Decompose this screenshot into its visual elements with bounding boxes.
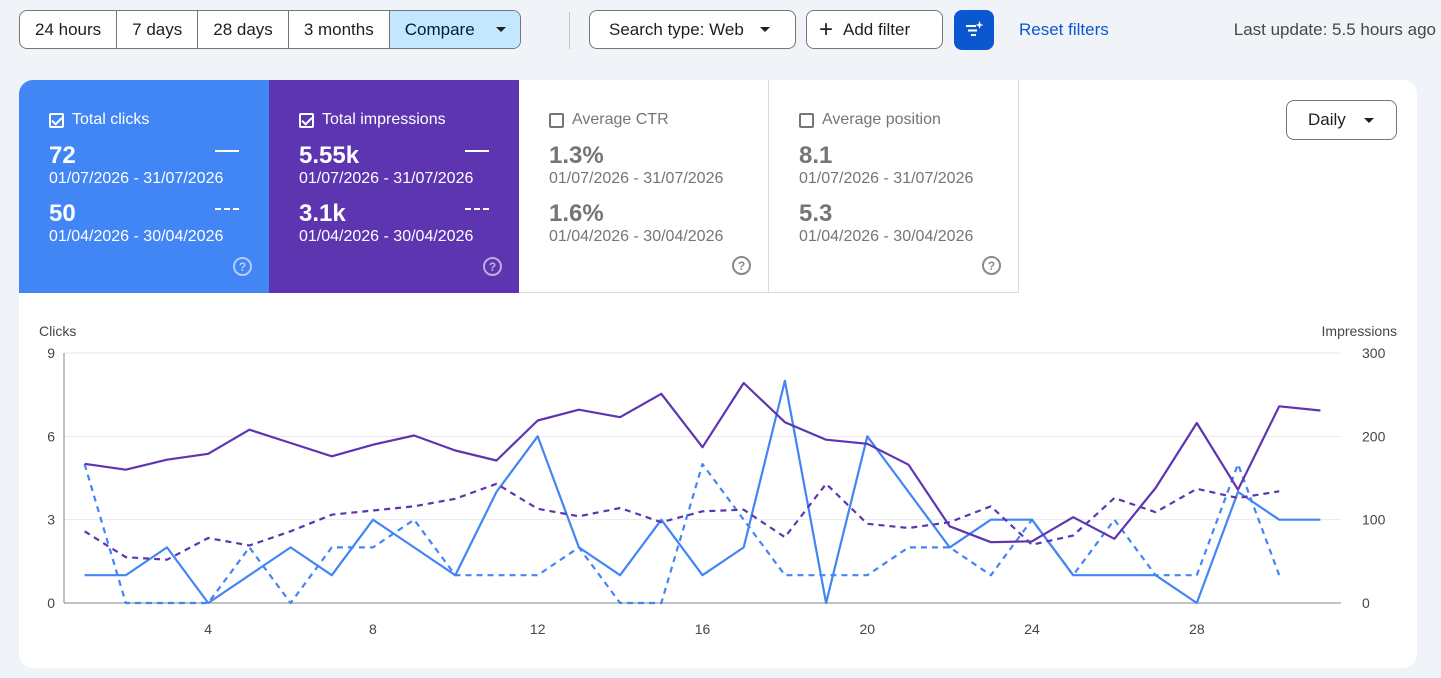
y-left-tick-label: 6	[47, 428, 55, 444]
x-tick-label: 20	[859, 621, 875, 637]
metric-header: Average position	[799, 110, 1018, 130]
chevron-down-icon	[759, 27, 770, 32]
metric-current-range: 01/07/2026 - 31/07/2026	[799, 170, 974, 187]
performance-card: Total clicks 72 01/07/2026 - 31/07/2026 …	[19, 80, 1417, 668]
metric-tile-average-position[interactable]: Average position 8.1 01/07/2026 - 31/07/…	[769, 80, 1019, 293]
sparkle-filter-icon	[966, 21, 984, 36]
metric-tile-average-ctr[interactable]: Average CTR 1.3% 01/07/2026 - 31/07/2026…	[519, 80, 769, 293]
search-type-dropdown[interactable]: Search type: Web	[589, 10, 796, 49]
checkbox[interactable]	[299, 112, 314, 128]
chevron-down-icon	[495, 27, 506, 32]
metric-previous-range: 01/04/2026 - 30/04/2026	[49, 228, 224, 245]
metric-label: Average CTR	[572, 111, 669, 128]
toolbar-divider	[569, 12, 570, 49]
series-line-0	[84, 379, 1321, 605]
x-tick-label: 16	[695, 621, 711, 637]
series-line-2	[84, 381, 1321, 544]
granularity-label: Daily	[1308, 110, 1346, 129]
reset-filters-link[interactable]: Reset filters	[1019, 20, 1109, 39]
metric-tile-total-impressions[interactable]: Total impressions 5.55k 01/07/2026 - 31/…	[269, 80, 519, 293]
legend-solid-icon	[465, 150, 489, 152]
metric-header: Total clicks	[49, 110, 269, 130]
metric-previous-value: 1.6%	[549, 200, 604, 227]
ai-filter-button[interactable]	[954, 10, 994, 50]
metric-previous-value: 5.3	[799, 200, 833, 227]
date-range-selector: 24 hours 7 days 28 days 3 months Compare	[19, 10, 521, 49]
metric-previous-range: 01/04/2026 - 30/04/2026	[299, 228, 474, 245]
range-compare-label: Compare	[404, 19, 475, 39]
y-right-tick-label: 300	[1362, 345, 1386, 361]
metric-header: Average CTR	[549, 110, 768, 130]
metric-current-value: 8.1	[799, 142, 833, 169]
metric-current-range: 01/07/2026 - 31/07/2026	[49, 170, 224, 187]
plus-icon: +	[819, 15, 834, 43]
legend-dashed-icon	[215, 208, 239, 210]
series-line-1	[83, 463, 1281, 605]
x-tick-label: 4	[204, 621, 212, 637]
series-line-3	[84, 482, 1280, 561]
y-left-tick-label: 0	[47, 595, 55, 611]
y-right-axis-label: Impressions	[1322, 323, 1397, 339]
metric-previous-value: 3.1k	[299, 200, 346, 227]
legend-solid-icon	[215, 150, 239, 152]
metric-current-value: 1.3%	[549, 142, 604, 169]
granularity-dropdown[interactable]: Daily	[1286, 100, 1397, 140]
metric-tile-total-clicks[interactable]: Total clicks 72 01/07/2026 - 31/07/2026 …	[19, 80, 269, 293]
metric-label: Total impressions	[322, 111, 446, 128]
checkbox[interactable]	[49, 112, 64, 128]
metric-label: Average position	[822, 111, 941, 128]
x-tick-label: 24	[1024, 621, 1040, 637]
metric-label: Total clicks	[72, 111, 150, 128]
x-tick-label: 8	[369, 621, 377, 637]
metric-previous-value: 50	[49, 200, 76, 227]
range-28-days[interactable]: 28 days	[198, 11, 289, 48]
x-tick-label: 12	[530, 621, 546, 637]
range-7-days[interactable]: 7 days	[117, 11, 199, 48]
y-left-tick-label: 9	[47, 345, 55, 361]
add-filter-label: Add filter	[843, 19, 911, 39]
range-3-months[interactable]: 3 months	[289, 11, 390, 48]
metric-header: Total impressions	[299, 110, 519, 130]
chevron-down-icon	[1363, 117, 1374, 123]
search-type-label: Search type: Web	[609, 19, 744, 39]
checkbox[interactable]	[549, 112, 564, 128]
legend-dashed-icon	[465, 208, 489, 210]
metric-current-range: 01/07/2026 - 31/07/2026	[549, 170, 724, 187]
help-icon[interactable]: ?	[982, 256, 1001, 275]
help-icon[interactable]: ?	[233, 257, 252, 276]
performance-chart: Clicks Impressions 0 3 6 9 0 100 200 300 4 8 12 16 20 2…	[39, 323, 1397, 637]
last-update-text: Last update: 5.5 hours ago	[1233, 20, 1436, 39]
metric-current-range: 01/07/2026 - 31/07/2026	[299, 170, 474, 187]
x-tick-label: 28	[1189, 621, 1205, 637]
checkbox[interactable]	[799, 112, 814, 128]
y-right-tick-label: 0	[1362, 595, 1370, 611]
add-filter-button[interactable]: + Add filter	[806, 10, 943, 49]
y-right-tick-label: 100	[1362, 512, 1386, 528]
range-24-hours[interactable]: 24 hours	[20, 11, 118, 48]
metric-current-value: 5.55k	[299, 142, 360, 169]
metric-current-value: 72	[49, 142, 76, 169]
metric-previous-range: 01/04/2026 - 30/04/2026	[549, 228, 724, 245]
y-left-tick-label: 3	[47, 512, 55, 528]
y-left-axis-label: Clicks	[39, 323, 76, 339]
range-compare[interactable]: Compare	[389, 11, 520, 48]
help-icon[interactable]: ?	[732, 256, 751, 275]
help-icon[interactable]: ?	[483, 257, 502, 276]
y-right-tick-label: 200	[1362, 428, 1386, 444]
metric-previous-range: 01/04/2026 - 30/04/2026	[799, 228, 974, 245]
